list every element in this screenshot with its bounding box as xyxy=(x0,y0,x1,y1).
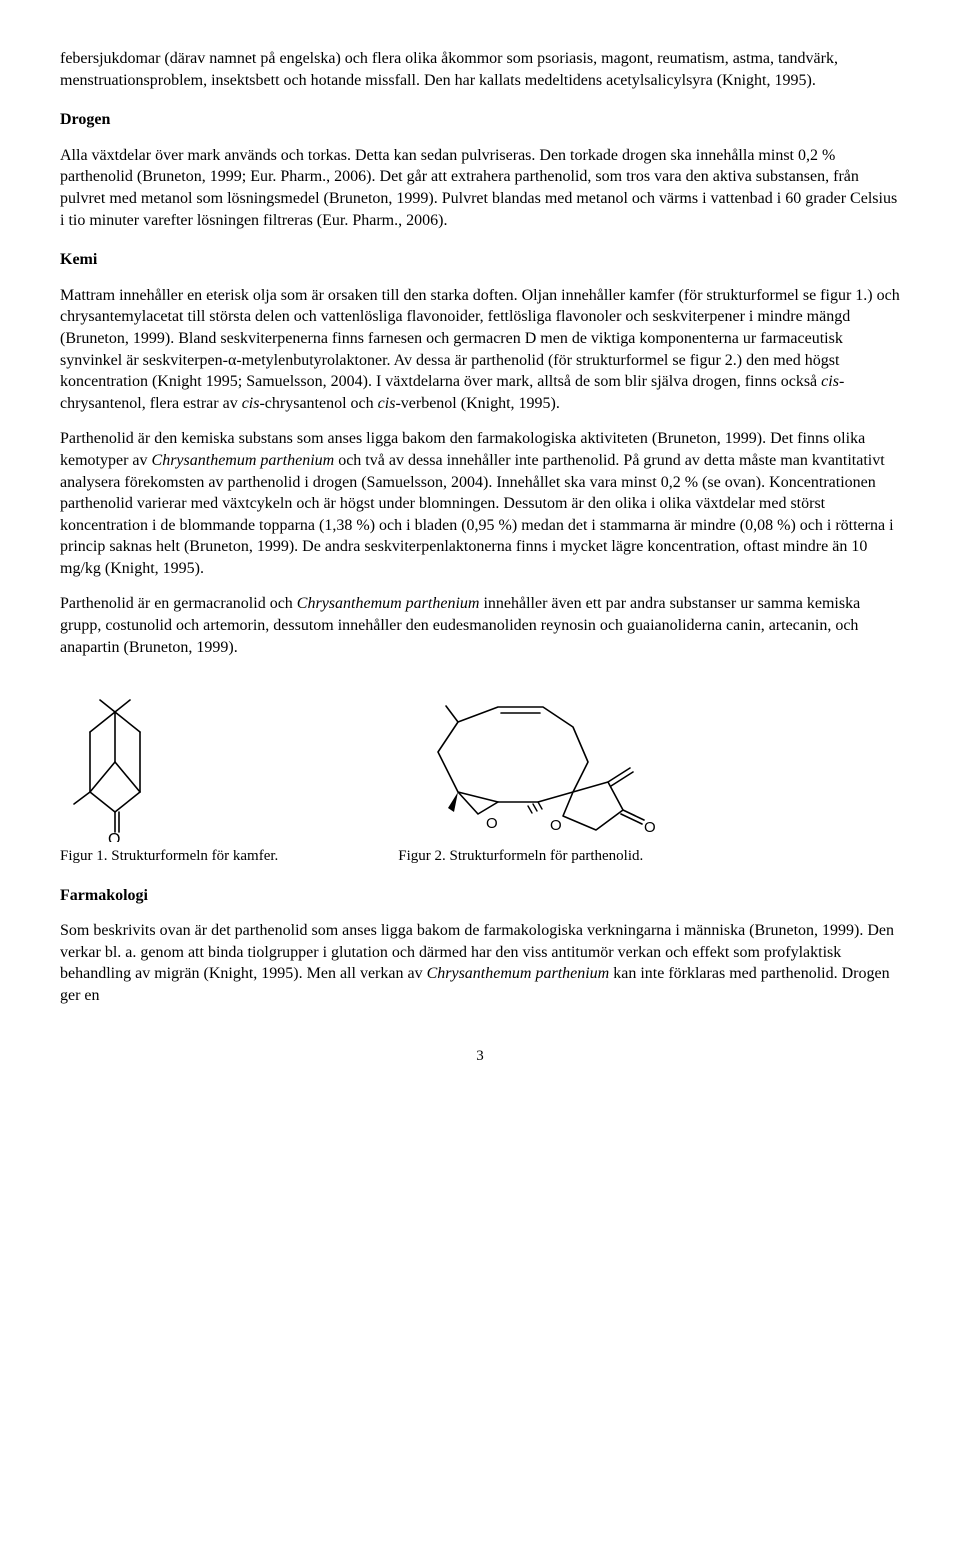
heading-kemi: Kemi xyxy=(60,249,900,271)
parthenolid-structure-icon: O O O xyxy=(398,682,658,842)
figure-2: O O O Figur 2. Strukturformeln för parth… xyxy=(398,682,658,866)
text-run: -chrysantenol och xyxy=(259,395,377,412)
figure-2-caption: Figur 2. Strukturformeln för parthenolid… xyxy=(398,846,643,866)
text-run: Mattram innehåller en eterisk olja som ä… xyxy=(60,287,900,390)
italic-species-2: Chrysanthemum parthenium xyxy=(297,595,480,612)
italic-species-1: Chrysanthemum parthenium xyxy=(152,452,335,469)
text-run: -verbenol (Knight, 1995). xyxy=(395,395,559,412)
italic-cis-1: cis xyxy=(821,373,839,390)
paragraph-kemi-1: Mattram innehåller en eterisk olja som ä… xyxy=(60,285,900,415)
paragraph-drogen: Alla växtdelar över mark används och tor… xyxy=(60,145,900,231)
figure-1-caption: Figur 1. Strukturformeln för kamfer. xyxy=(60,846,278,866)
oxygen-label: O xyxy=(108,831,120,842)
heading-farmakologi: Farmakologi xyxy=(60,885,900,907)
oxygen-label-2: O xyxy=(550,817,562,834)
page-number: 3 xyxy=(60,1046,900,1066)
oxygen-label-1: O xyxy=(486,815,498,832)
camphor-structure-icon: O xyxy=(60,692,170,842)
italic-species-3: Chrysanthemum parthenium xyxy=(427,965,610,982)
oxygen-label-3: O xyxy=(644,819,656,836)
figures-row: O Figur 1. Strukturformeln för kamfer. xyxy=(60,682,900,866)
paragraph-farmakologi: Som beskrivits ovan är det parthenolid s… xyxy=(60,920,900,1006)
paragraph-kemi-3: Parthenolid är en germacranolid och Chry… xyxy=(60,593,900,658)
italic-cis-2: cis xyxy=(242,395,260,412)
paragraph-kemi-2: Parthenolid är den kemiska substans som … xyxy=(60,428,900,579)
heading-drogen: Drogen xyxy=(60,109,900,131)
text-run: Parthenolid är en germacranolid och xyxy=(60,595,297,612)
text-run: och två av dessa innehåller inte parthen… xyxy=(60,452,894,577)
italic-cis-3: cis xyxy=(378,395,396,412)
figure-1: O Figur 1. Strukturformeln för kamfer. xyxy=(60,692,278,866)
paragraph-intro: febersjukdomar (därav namnet på engelska… xyxy=(60,48,900,91)
